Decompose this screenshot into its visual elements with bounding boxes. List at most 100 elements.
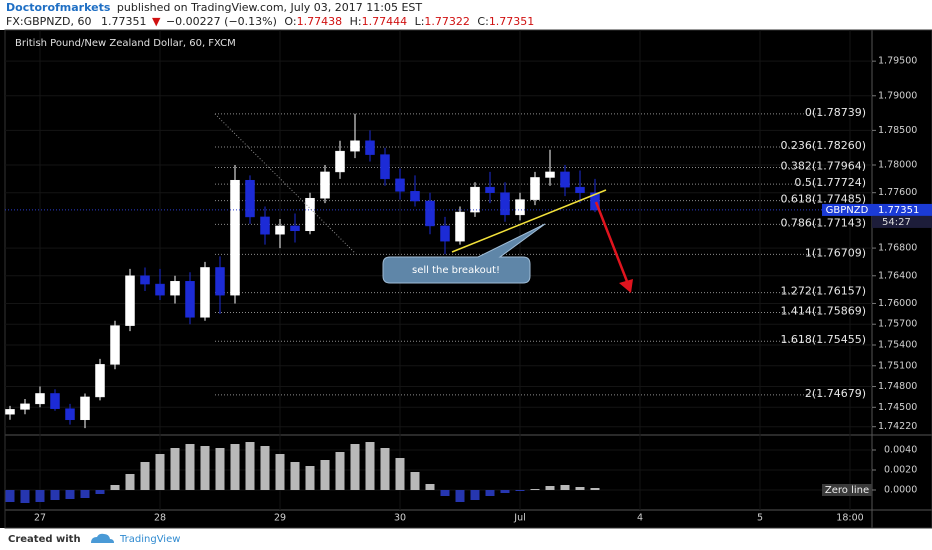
y-tick-label: 1.79000 [878,90,917,101]
histogram-bar [485,490,495,496]
header-quote: FX:GBPNZD, 60 1.77351 ▼ −0.00227 (−0.13%… [6,15,534,28]
histogram-bar [455,490,465,502]
candle-body [65,408,75,421]
histogram-bar [305,466,315,490]
y-tick-label: 1.75400 [878,340,917,351]
candle-body [410,191,420,202]
price-tag [872,203,932,216]
candle-body [515,199,525,216]
candle-body [560,171,570,188]
x-tick-label: Jul [513,513,525,524]
histogram-bar [95,490,105,494]
candle-body [575,186,585,193]
candle-body [395,178,405,192]
histogram-bar [20,490,30,503]
x-tick-label: 28 [154,513,166,524]
footer-brand[interactable]: TradingView [119,534,180,545]
candle-body [260,216,270,235]
histogram-bar [425,484,435,490]
candle-body [455,211,465,242]
candle-body [5,409,15,415]
histogram-bar [110,485,120,490]
histogram-bar [335,452,345,490]
header-bg [0,0,932,30]
histogram-bar [500,490,510,493]
ohlc-value: 1.77351 [489,15,535,28]
y-tick-label: 1.75100 [878,360,917,371]
ohlc-value: 1.77322 [424,15,470,28]
histogram-bar [575,487,585,490]
x-tick-label: 30 [394,513,406,524]
histogram-bar [395,458,405,490]
candle-body [335,150,345,173]
y-tick-label: 0.0020 [884,465,917,476]
histogram-bar [470,490,480,500]
x-tick-label: 18:00 [836,513,863,524]
change: −0.00227 (−0.13%) [166,15,277,28]
x-tick-label: 5 [757,513,763,524]
x-tick-label: 29 [274,513,286,524]
fib-label: 0.382(1.77964) [780,159,866,172]
candle-body [245,179,255,218]
candle-body [425,200,435,227]
fib-label: 0.236(1.78260) [780,139,866,152]
footer-logo [91,533,114,543]
ohlc-label: O: [284,15,296,28]
y-tick-label: 0.0040 [884,445,917,456]
pane-border [4,29,932,529]
candle-body [530,177,540,200]
candle-body [485,186,495,193]
candle-body [230,179,240,296]
histogram-bar [560,485,570,490]
candle-body [305,197,315,232]
histogram-bar [215,448,225,490]
arrow: ▼ [152,15,161,28]
histogram-bar [125,474,135,490]
y-tick-label: 1.78000 [878,160,917,171]
fib-label: 1.618(1.75455) [780,333,866,346]
fib-label: 0.786(1.77143) [780,216,866,229]
candle-body [275,225,285,235]
ohlc-label: L: [415,15,425,28]
histogram-bar [50,490,60,500]
plot: 27 28 29 30 Jul 4 5 18:00 1.79500 1.79000 1.78500 1… [4,29,932,529]
y-tick-label: 1.74220 [878,421,917,432]
ohlc-label: H: [350,15,362,28]
fib-label: 1(1.76709) [805,246,866,259]
histogram-bar [545,486,555,490]
histogram-bar [5,490,15,502]
candle-body [200,267,210,318]
histogram-bar [35,490,45,502]
fib-label: 2(1.74679) [805,387,866,400]
y-tick-label: 1.78500 [878,125,917,136]
histogram-bar [80,490,90,498]
candle-body [590,192,600,211]
histogram-bar [65,490,75,499]
footer-created: Created with [8,534,81,545]
author[interactable]: Doctorofmarkets [6,1,111,14]
candle-body [380,154,390,180]
trend-line [451,189,607,253]
callout [382,223,546,284]
candle-body [185,281,195,318]
fib-label: 0(1.78739) [805,106,866,119]
arrow-line [594,201,630,285]
fib-label: 0.5(1.77724) [794,176,866,189]
histogram-bar [410,472,420,490]
last: 1.77351 [101,15,147,28]
histogram-bar [245,442,255,490]
candle-body [350,140,360,152]
histogram-bar [290,462,300,490]
candle-body [545,171,555,178]
symbol-tag [822,203,872,216]
candle-body [470,186,480,213]
candle-body [20,403,30,410]
y-tick-label: 1.76000 [878,298,917,309]
chart-title: British Pound/New Zealand Dollar, 60, FX… [15,38,236,49]
fib-label: 1.272(1.76157) [780,285,866,298]
fib-label: 1.414(1.75869) [780,305,866,318]
histogram-bar [365,442,375,490]
candle-body [50,393,60,409]
candle-body [140,275,150,285]
